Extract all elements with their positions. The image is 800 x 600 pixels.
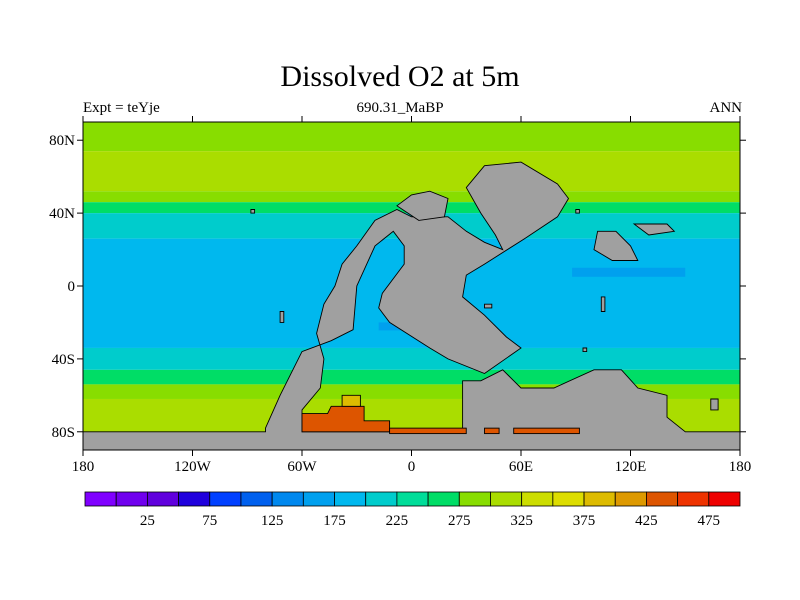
colorbar-swatch [302,491,335,507]
colorbar: 25 75 125 175 225 275 325 375 425 475 [84,491,741,529]
oxygen-patch [572,267,686,277]
colorbar-label: 275 [448,513,471,529]
lon-tick-label: 180 [72,459,95,475]
warm-water-top [341,394,361,407]
land-polygon [582,347,588,353]
colorbar-label: 175 [323,513,346,529]
warm-water-strip [484,427,500,435]
lat-tick-label: 80S [52,425,75,441]
colorbar-label: 225 [386,513,409,529]
time-label: 690.31_MaBP [356,100,444,116]
colorbar-swatch [396,491,429,507]
land-polygon [600,296,606,312]
colorbar-swatch [677,491,710,507]
land-polygon [279,311,285,323]
season-label: ANN [709,100,743,116]
colorbar-label: 125 [261,513,284,529]
oxygen-band [83,369,740,385]
land-polygon [710,398,719,411]
colorbar-swatch [84,491,117,507]
experiment-label: Expt = teYje [83,100,160,116]
lon-tick-label: 60W [287,459,317,475]
colorbar-label: 425 [635,513,658,529]
colorbar-swatch [365,491,398,507]
lat-tick-label: 80N [49,133,75,149]
lon-tick-label: 120E [615,459,647,475]
colorbar-label: 475 [698,513,721,529]
colorbar-label: 375 [573,513,596,529]
land-mask [82,161,741,451]
colorbar-swatch [115,491,148,507]
warm-water-strip [389,427,467,435]
colorbar-label: 25 [140,513,155,529]
colorbar-label: 325 [510,513,533,529]
lon-tick-label: 120W [174,459,212,475]
colorbar-swatch [271,491,304,507]
lat-tick-label: 40N [49,206,75,222]
colorbar-swatch [646,491,679,507]
colorbar-swatch [614,491,647,507]
land-polygon [593,230,639,261]
colorbar-swatch [708,491,741,507]
colorbar-swatch [458,491,491,507]
map-title: Dissolved O2 at 5m [280,60,520,93]
lon-tick-label: 180 [729,459,752,475]
colorbar-label: 75 [202,513,217,529]
colorbar-swatch [146,491,179,507]
oxygen-band [83,347,740,370]
colorbar-swatch [240,491,273,507]
warm-water-strip [513,427,580,435]
lat-tick-label: 40S [52,352,75,368]
axis-ticks: 180 120W 60W 0 60E 120E 180 80N 40N 0 40S 80S [49,116,751,475]
oxygen-patch [378,322,405,331]
lon-tick-label: 60E [509,459,533,475]
oxygen-band [83,151,740,192]
warm-water-body [301,405,391,433]
colorbar-swatch [178,491,211,507]
land-polygon [484,303,493,309]
oxygen-band [83,122,740,152]
colorbar-swatch [583,491,616,507]
colorbar-swatch [490,491,523,507]
colorbar-swatch [552,491,585,507]
land-polygon [396,190,449,221]
colorbar-swatch [209,491,242,507]
lat-tick-label: 0 [68,279,76,295]
land-polygon [82,161,741,451]
colorbar-swatch [521,491,554,507]
ocean-field [83,122,740,432]
lon-tick-label: 0 [408,459,416,475]
colorbar-swatch [334,491,367,507]
land-polygon [632,223,676,236]
land-polygon [250,209,256,214]
colorbar-swatch [427,491,460,507]
land-polygon [575,209,580,214]
